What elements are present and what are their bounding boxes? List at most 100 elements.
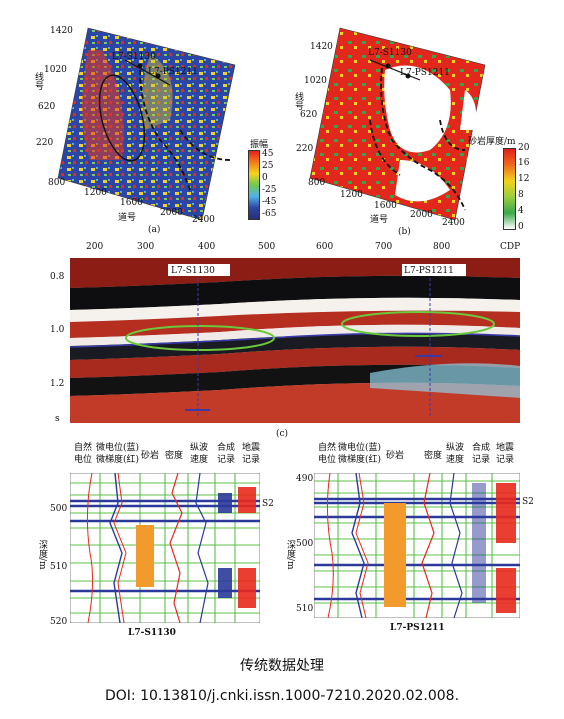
colorbar-a [248,150,260,220]
section-tag: (c) [276,429,289,439]
log-right-col3: 砂岩 [386,451,405,461]
seismic-section [70,258,520,423]
colorbar-a-tick-4: -25 [262,185,277,195]
map-a-tag: (a) [148,225,161,235]
section-xtick-6: 700 [375,242,393,252]
map-b-ytick-3: 620 [300,110,318,120]
panel-c: 200 300 400 500 600 700 800 CDP 0.8 1.0 … [0,240,564,440]
thickness-map [309,27,486,221]
map-b-ylabel: 线号 [293,92,303,110]
map-a-xtick-1: 800 [48,178,66,188]
map-b-well1: L7-S1130 [368,48,412,58]
map-a-well1: L7-S1130 [112,52,156,62]
section-xtick-7: 800 [433,242,451,252]
log-right-col4: 密度 [424,451,443,461]
map-b-ytick-4: 220 [296,144,314,154]
log-right-col1: 自然电位 [318,443,337,465]
section-xtick-1: 200 [86,242,104,252]
map-b-xtick-2: 1200 [340,190,363,200]
map-a-xtick-3: 1600 [120,198,143,208]
well-log-left [70,473,260,623]
map-b-xlabel: 道号 [370,215,389,225]
log-left-col1: 自然电位 [74,443,93,465]
colorbar-b-title: 砂岩厚度/m [468,137,516,147]
log-left-depth-label: 深度/m [37,540,47,570]
log-right-depth-label: 深度/m [285,540,295,570]
section-xtick-5: 600 [316,242,334,252]
log-left-well: L7-S1130 [128,628,176,638]
panel-a: L7-S1130 L7-PS1211 1420 1020 620 220 线号 … [30,10,270,235]
log-panel-left: 自然电位 微电位(蓝) 微梯度(红) 砂岩 密度 纵波速度 合成记录 地震记录 … [0,440,282,645]
colorbar-b-tick-5: 4 [518,206,524,216]
map-b-tag: (b) [398,227,411,237]
map-a-xtick-2: 1200 [84,188,107,198]
log-left-col6: 合成记录 [217,443,236,465]
log-left-col5: 纵波速度 [190,443,209,465]
map-a-well2: L7-PS1211 [148,67,198,77]
log-left-col3: 砂岩 [141,451,160,461]
section-ytick-3: 1.2 [50,379,65,389]
section-xtick-2: 300 [137,242,155,252]
log-right-col5: 纵波速度 [446,443,465,465]
log-right-col7: 地震记录 [496,443,515,465]
section-ellipse-left [125,325,275,351]
log-right-depth-1: 490 [296,474,314,484]
map-b-xtick-3: 1600 [374,201,397,211]
colorbar-b-tick-2: 16 [518,158,530,168]
doi-text: DOI: 10.13810/j.cnki.issn.1000-7210.2020… [104,688,460,704]
map-b-xtick-5: 2400 [442,218,465,228]
panel-b: L7-S1130 L7-PS1211 1420 1020 620 220 线号 … [290,10,520,237]
map-b-ytick-2: 1020 [304,76,327,86]
log-right-col2: 微电位(蓝) 微梯度(红) [338,443,382,465]
section-ytick-1: 0.8 [50,272,65,282]
log-left-col4: 密度 [165,451,184,461]
map-a-xlabel: 道号 [118,213,137,223]
horizon-line [70,332,520,348]
section-ellipse-right [341,311,495,337]
log-left-depth-1: 500 [50,504,68,514]
colorbar-a-tick-2: 25 [262,161,274,171]
anomaly-ellipse [98,74,146,162]
colorbar-b-tick-6: 0 [518,222,524,232]
log-panel-right: 自然电位 微电位(蓝) 微梯度(红) 砂岩 密度 纵波速度 合成记录 地震记录 … [282,440,564,645]
log-left-col2: 微电位(蓝) 微梯度(红) [96,443,140,465]
map-b-well2: L7-PS1211 [400,68,450,78]
section-yunit: s [55,414,60,424]
section-xtick-3: 400 [198,242,216,252]
log-left-marker: S2 [262,499,274,509]
map-a-ytick-3: 620 [38,102,56,112]
map-b-ytick-1: 1420 [310,42,333,52]
well-log-right [314,473,520,618]
section-xtick-4: 500 [258,242,276,252]
amplitude-map [57,27,236,221]
log-left-depth-2: 510 [50,562,68,572]
colorbar-a-tick-1: 45 [262,149,274,159]
section-well1: L7-S1130 [171,266,215,276]
log-right-marker: S2 [522,497,534,507]
log-right-depth-3: 510 [296,604,314,614]
log-right-col6: 合成记录 [472,443,491,465]
section-well2: L7-PS1211 [404,266,454,276]
colorbar-a-tick-6: -65 [262,209,277,219]
map-a-ytick-2: 1020 [44,65,67,75]
map-a-ytick-1: 1420 [50,26,73,36]
colorbar-a-title: 振幅 [250,140,269,150]
log-right-well: L7-PS1211 [390,623,445,633]
section-cdp-label: CDP [500,242,521,252]
map-a-xtick-4: 2000 [160,208,183,218]
colorbar-b-tick-3: 12 [518,174,530,184]
log-right-depth-2: 500 [296,539,314,549]
sandstone-block-left [136,525,154,587]
log-left-col7: 地震记录 [242,443,261,465]
colorbar-b-tick-4: 8 [518,190,524,200]
map-a-ytick-4: 220 [36,138,54,148]
map-a-xtick-5: 2400 [192,215,215,225]
map-b-xtick-1: 800 [308,178,326,188]
log-left-depth-3: 520 [50,617,68,627]
colorbar-a-tick-3: 0 [262,173,268,183]
colorbar-b-tick-1: 20 [518,143,530,153]
figure-caption: 传统数据处理 [240,658,324,674]
sandstone-block-right [384,503,406,607]
section-ytick-2: 1.0 [50,325,65,335]
colorbar-a-tick-5: -45 [262,197,277,207]
